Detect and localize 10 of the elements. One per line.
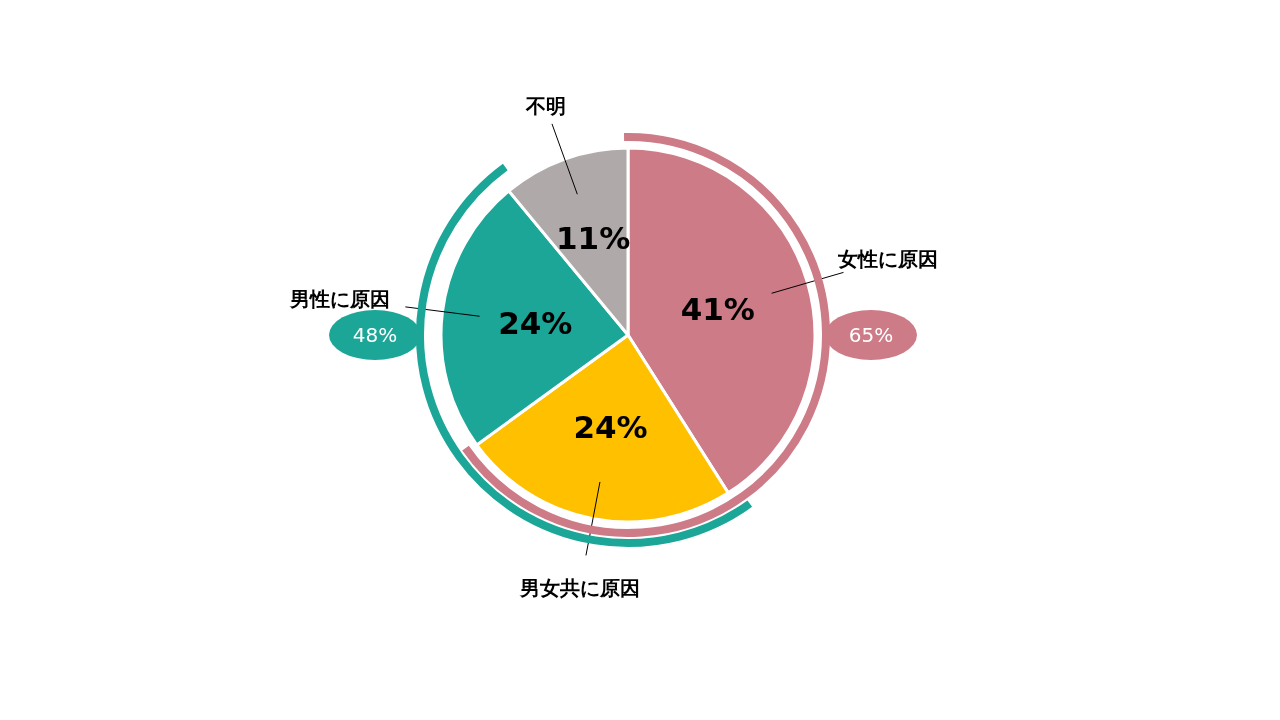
slice-label: 女性に原因	[837, 247, 939, 272]
text: 48%	[352, 323, 398, 347]
slice-label: 不明	[524, 94, 566, 119]
data-label: 41%	[680, 290, 755, 327]
data-label: 11%	[556, 220, 631, 257]
data-label: 24%	[498, 305, 573, 342]
slice-label: 男女共に原因	[518, 576, 640, 601]
slice-label: 男性に原因	[289, 286, 391, 311]
data-label: 24%	[573, 408, 648, 445]
text: 65%	[848, 323, 894, 347]
